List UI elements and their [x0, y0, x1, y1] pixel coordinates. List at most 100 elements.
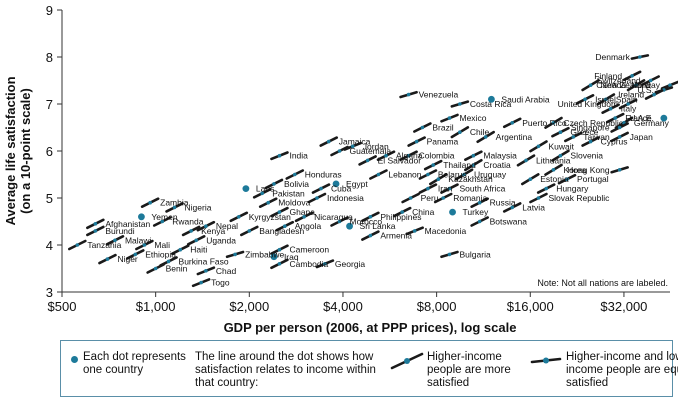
- country-label: Nigeria: [185, 202, 212, 212]
- country-label: Honduras: [305, 170, 342, 180]
- country-label: Iran: [438, 184, 453, 194]
- country-label: Egypt: [346, 179, 368, 189]
- country-label: Portugal: [577, 174, 609, 184]
- y-tick-label: 9: [46, 3, 53, 18]
- country-label: Morocco: [350, 217, 383, 227]
- country-label: Puerto Rico: [522, 118, 567, 128]
- country-dot: [447, 116, 452, 120]
- country-label: Iraq: [284, 252, 299, 262]
- country-label: France: [625, 113, 652, 123]
- country-label: Finland: [594, 71, 622, 81]
- country-label: Switzerland: [597, 76, 641, 86]
- country-dot: [551, 168, 556, 172]
- country-dot: [189, 229, 193, 233]
- country-dot: [613, 116, 618, 120]
- country-label: Estonia: [540, 174, 569, 184]
- country-dot: [160, 219, 165, 224]
- country-label: El Salvador: [378, 155, 422, 165]
- country-label: Germany: [634, 118, 670, 128]
- legend-higher-text: Higher-income people are more satisfied: [427, 351, 511, 389]
- country-label: Ghana: [289, 207, 315, 217]
- country-label: Hong Kong: [567, 165, 610, 175]
- country-label: Bangladesh: [259, 226, 304, 236]
- x-tick-label: $2,000: [229, 299, 269, 314]
- country-label: Lithuania: [536, 155, 571, 165]
- country-label: Peru: [421, 193, 439, 203]
- country-dot: [449, 208, 456, 216]
- country-dot: [277, 262, 282, 266]
- country-dot: [462, 172, 466, 177]
- country-dot: [414, 139, 419, 144]
- country-label: Sri Lanka: [360, 221, 396, 231]
- country-label: Tanzania: [87, 240, 121, 250]
- country-label: Czech Republic: [563, 118, 623, 128]
- country-label: Singapore: [571, 123, 610, 133]
- x-tick-label: $4,000: [323, 299, 363, 314]
- country-dot: [431, 163, 436, 167]
- country-dot: [544, 186, 548, 191]
- country-label: Brazil: [432, 123, 453, 133]
- country-label: Burkina Faso: [179, 256, 229, 266]
- country-label: Lebanon: [388, 170, 421, 180]
- country-dot: [277, 247, 282, 252]
- country-dot: [376, 172, 381, 177]
- country-dot: [368, 215, 373, 219]
- country-label: Botswana: [490, 217, 528, 227]
- country-label: Indonesia: [327, 193, 364, 203]
- country-label: China: [412, 207, 434, 217]
- country-dot: [510, 121, 515, 125]
- x-tick-label: $32,000: [600, 299, 647, 314]
- country-label: Cameroon: [289, 245, 329, 255]
- country-label: Yemen: [151, 212, 177, 222]
- country-dot: [337, 219, 342, 224]
- country-dot: [488, 95, 495, 103]
- country-label: Kazakhstan: [448, 174, 493, 184]
- country-dot: [471, 163, 476, 167]
- country-dot: [426, 172, 430, 177]
- country-dot: [368, 233, 373, 238]
- country-dot: [551, 121, 556, 125]
- country-dot: [247, 229, 252, 233]
- country-dot: [528, 177, 533, 181]
- country-label: Ireland: [618, 90, 644, 100]
- country-dot: [142, 243, 147, 247]
- country-dot: [441, 196, 446, 200]
- country-dot: [558, 153, 563, 158]
- country-label: Niger: [117, 254, 137, 264]
- country-label: Laos: [256, 184, 274, 194]
- country-dot: [406, 92, 411, 97]
- country-dot: [277, 153, 282, 158]
- country-label: U.A.E.: [629, 113, 654, 123]
- country-label: Italy: [621, 104, 637, 114]
- country-label: Greece: [570, 127, 598, 137]
- country-label: Bulgaria: [460, 249, 491, 259]
- country-label: India: [289, 151, 308, 161]
- country-label: Uganda: [206, 235, 236, 245]
- country-label: Jamaica: [339, 137, 371, 147]
- country-label: Israel: [595, 94, 616, 104]
- country-dot: [588, 83, 593, 87]
- country-dot: [166, 259, 171, 264]
- country-dot: [471, 153, 476, 158]
- country-dot: [571, 135, 576, 139]
- country-dot: [93, 229, 98, 233]
- x-tick-label: $500: [48, 299, 77, 314]
- country-label: South Africa: [460, 184, 506, 194]
- country-label: Colombia: [419, 151, 455, 161]
- country-label: Bolivia: [284, 179, 309, 189]
- y-axis-ticks: 3 4 5 6 7 8 9: [46, 3, 62, 300]
- country-dot: [608, 106, 613, 111]
- country-label: Costa Rica: [470, 99, 512, 109]
- x-tick-label: $8,000: [417, 299, 457, 314]
- country-label: Chile: [470, 127, 490, 137]
- x-axis-title: GDP per person (2006, at PPP prices), lo…: [224, 320, 517, 335]
- country-dot: [178, 247, 183, 252]
- country-label: Kenya: [201, 226, 225, 236]
- country-dot: [204, 269, 208, 273]
- country-label: Malawi: [125, 235, 152, 245]
- country-label: Norway: [631, 80, 661, 90]
- country-dot: [412, 229, 417, 233]
- country-dot: [617, 135, 622, 139]
- country-dot: [148, 200, 152, 205]
